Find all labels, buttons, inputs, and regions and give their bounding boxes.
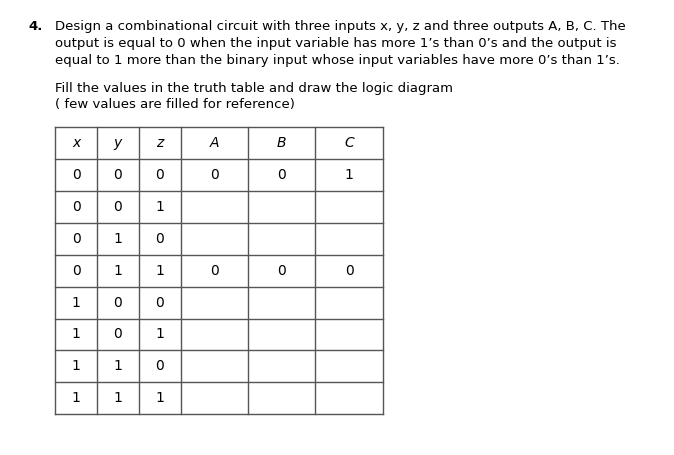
Text: 1: 1 [113, 359, 123, 373]
Text: 0: 0 [72, 200, 80, 214]
Text: Design a combinational circuit with three inputs x, y, z and three outputs A, B,: Design a combinational circuit with thre… [55, 20, 626, 34]
Text: 0: 0 [210, 168, 218, 182]
Text: 1: 1 [113, 232, 123, 246]
Text: 1: 1 [71, 391, 81, 405]
Text: B: B [277, 136, 286, 150]
Text: 0: 0 [156, 232, 164, 246]
Text: 1: 1 [113, 391, 123, 405]
Text: 0: 0 [72, 264, 80, 278]
Text: 0: 0 [114, 296, 122, 309]
Text: 0: 0 [278, 264, 286, 278]
Text: 1: 1 [344, 168, 354, 182]
Text: 0: 0 [156, 359, 164, 373]
Text: 1: 1 [113, 264, 123, 278]
Text: ( few values are filled for reference): ( few values are filled for reference) [55, 98, 295, 111]
Text: equal to 1 more than the binary input whose input variables have more 0’s than 1: equal to 1 more than the binary input wh… [55, 54, 620, 67]
Text: 1: 1 [71, 328, 81, 341]
Text: 0: 0 [72, 168, 80, 182]
Text: 0: 0 [278, 168, 286, 182]
Text: 0: 0 [114, 328, 122, 341]
Text: y: y [114, 136, 122, 150]
Text: 0: 0 [156, 296, 164, 309]
Text: 0: 0 [345, 264, 353, 278]
Text: A: A [210, 136, 219, 150]
Text: 1: 1 [71, 296, 81, 309]
Text: 4.: 4. [28, 20, 42, 34]
Text: 0: 0 [114, 200, 122, 214]
Text: 1: 1 [155, 264, 164, 278]
Text: 1: 1 [155, 328, 164, 341]
Text: z: z [156, 136, 163, 150]
Text: 0: 0 [114, 168, 122, 182]
Text: output is equal to 0 when the input variable has more 1’s than 0’s and the outpu: output is equal to 0 when the input vari… [55, 37, 617, 51]
Text: 0: 0 [72, 232, 80, 246]
Text: 0: 0 [210, 264, 218, 278]
Text: C: C [344, 136, 354, 150]
Text: x: x [72, 136, 80, 150]
Text: Fill the values in the truth table and draw the logic diagram: Fill the values in the truth table and d… [55, 82, 454, 95]
Text: 1: 1 [155, 391, 164, 405]
Text: 0: 0 [156, 168, 164, 182]
Text: 1: 1 [71, 359, 81, 373]
Text: 1: 1 [155, 200, 164, 214]
